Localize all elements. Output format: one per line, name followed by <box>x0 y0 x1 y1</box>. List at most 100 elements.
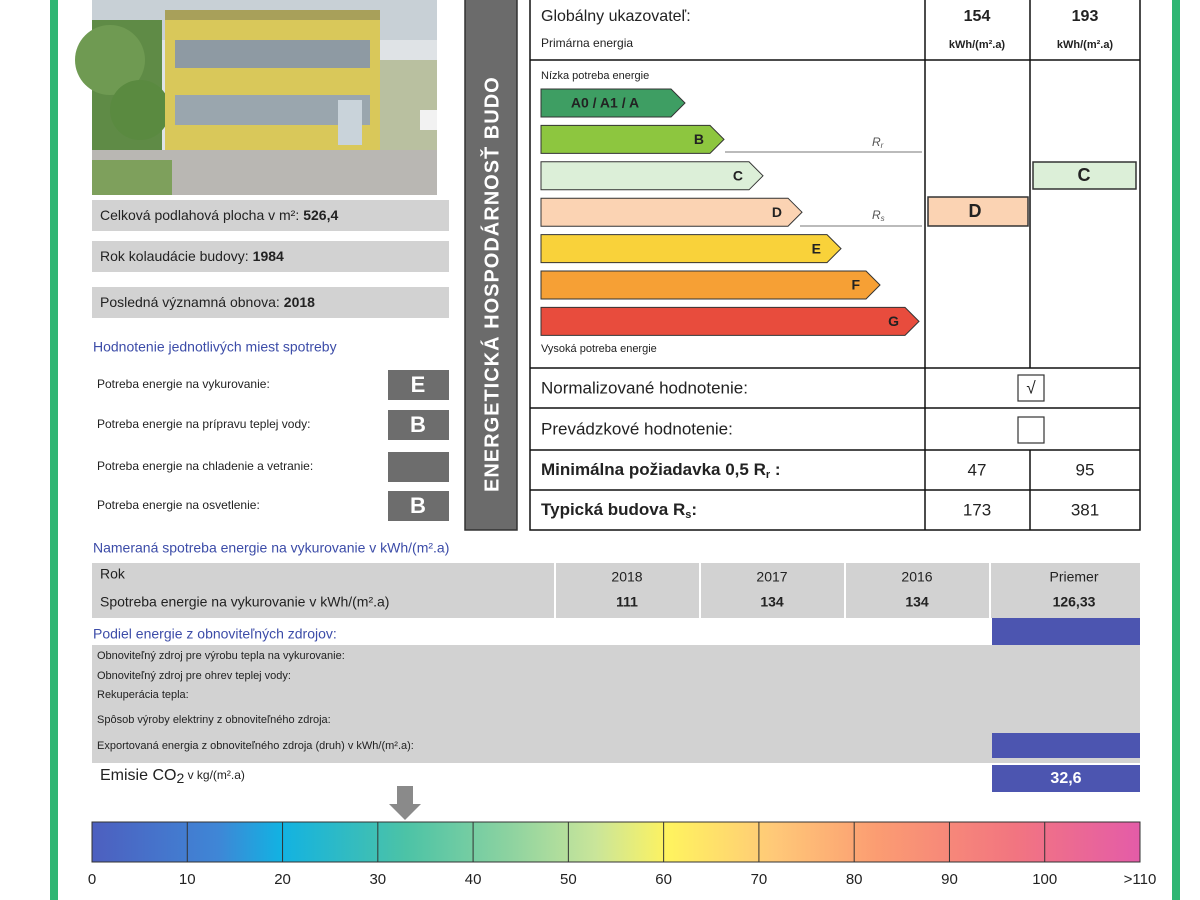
side-banner-box <box>464 0 518 531</box>
class-arrow <box>540 306 920 336</box>
renewables-item: Rekuperácia tepla: <box>97 689 189 701</box>
gauge-tick-label: >110 <box>1124 871 1157 888</box>
info-row: Posledná významná obnova: 2018 <box>100 294 315 310</box>
rating-box <box>927 196 1029 227</box>
class-label: G <box>888 313 899 329</box>
class-arrow <box>540 234 842 264</box>
rs-main: R <box>872 208 881 222</box>
side-banner: ENERGETICKÁ HOSPODÁRNOSŤ BUDO <box>479 76 503 492</box>
gauge-tick-label: 80 <box>846 871 863 888</box>
info-row: Celková podlahová plocha v m²: 526,4 <box>100 207 338 223</box>
minimum-sub: r <box>766 469 771 481</box>
rs-sub: s <box>881 214 885 223</box>
measured-row-label: Spotreba energie na vykurovanie v kWh/(m… <box>100 594 389 610</box>
info-value: 1984 <box>253 248 284 264</box>
rr-sub: r <box>881 141 884 150</box>
typical-label: Typická budova Rs: <box>541 500 697 520</box>
emissions-label: Emisie CO2 v kg/(m².a) <box>100 767 245 785</box>
renewables-item: Obnoviteľný zdroj pre ohrev teplej vody: <box>97 670 291 682</box>
emissions-main: Emisie CO <box>100 767 176 784</box>
info-label: Posledná významná obnova: <box>100 294 280 310</box>
measured-value: 126,33 <box>1053 594 1096 610</box>
emissions-value: 32,6 <box>1050 770 1081 787</box>
gauge-tick-label: 60 <box>655 871 672 888</box>
gauge-tick-label: 40 <box>465 871 482 888</box>
table-grid <box>529 0 1141 531</box>
ratings-list: Potreba energie na vykurovanie: E Potreba … <box>97 370 449 521</box>
rating-box <box>1032 161 1137 190</box>
global-sublabel: Primárna energia <box>541 36 633 50</box>
gauge-tick-label: 70 <box>751 871 768 888</box>
global-label: Globálny ukazovateľ: <box>541 8 691 25</box>
renewables-item: Obnoviteľný zdroj pre výrobu tepla na vy… <box>97 650 345 662</box>
class-label: E <box>812 240 821 256</box>
rating-class-box <box>388 370 449 400</box>
renewables-table <box>92 645 1140 763</box>
minimum-label: Minimálna požiadavka 0,5 Rr : <box>541 460 781 480</box>
gauge-tick-label: 30 <box>369 871 386 888</box>
renewables-item: Exportovaná energia z obnoviteľného zdro… <box>97 740 414 752</box>
gauge-tick-label: 50 <box>560 871 577 888</box>
class-label: D <box>772 204 782 220</box>
building-photo <box>75 0 437 195</box>
class-arrow <box>540 161 764 191</box>
check-mark: √ <box>1026 378 1036 397</box>
info-value: 526,4 <box>303 207 338 223</box>
normalized-label: Normalizované hodnotenie: <box>541 378 748 397</box>
measured-year: 2016 <box>901 569 932 585</box>
rr-label: Rr <box>872 135 884 150</box>
rating-label: Potreba energie na osvetlenie: <box>97 498 260 512</box>
measured-table <box>92 563 1140 618</box>
gauge-tick-label: 0 <box>88 871 96 888</box>
measured-year: 2018 <box>611 569 642 585</box>
minimum-value: 95 <box>1076 460 1095 479</box>
typical-sub: s <box>685 509 691 521</box>
scale-low-label: Nízka potreba energie <box>541 70 649 82</box>
measured-value: 134 <box>905 594 929 610</box>
rating-label: Potreba energie na vykurovanie: <box>97 377 270 391</box>
measured-year: 2017 <box>756 569 787 585</box>
class-arrow <box>540 270 881 300</box>
info-label: Rok kolaudácie budovy: <box>100 248 249 264</box>
minimum-value: 47 <box>968 460 987 479</box>
gauge-pointer <box>389 786 421 820</box>
checkbox <box>1017 374 1045 402</box>
rating-class-box <box>388 491 449 521</box>
class-label: F <box>851 277 860 293</box>
measured-value: 134 <box>760 594 784 610</box>
class-label: C <box>733 168 743 184</box>
rating-class: E <box>411 372 426 397</box>
class-label: A0 / A1 / A <box>571 95 639 111</box>
renewables-title: Podiel energie z obnoviteľných zdrojov: <box>93 626 337 642</box>
renewables-list: Obnoviteľný zdroj pre výrobu tepla na vy… <box>97 650 414 752</box>
rating-label: Potreba energie na prípravu teplej vody: <box>97 417 310 431</box>
gauge-tick-label: 10 <box>179 871 196 888</box>
global-value: 193 <box>1072 8 1099 25</box>
class-arrow <box>540 124 725 154</box>
gauge-tick-label: 20 <box>274 871 291 888</box>
gauge-bar <box>91 821 1141 863</box>
year-label: Rok <box>100 566 126 582</box>
info-value: 2018 <box>284 294 315 310</box>
rating-class: B <box>410 412 426 437</box>
global-unit: kWh/(m².a) <box>1057 39 1114 51</box>
emissions-sub: 2 <box>176 770 184 786</box>
info-label: Celková podlahová plocha v m²: <box>100 207 299 223</box>
rs-label: Rs <box>872 208 885 223</box>
minimum-suffix: : <box>770 460 780 479</box>
typical-main: Typická budova R <box>541 500 685 519</box>
rating-class: B <box>410 493 426 518</box>
rating-value: D <box>969 201 982 221</box>
renewables-item: Spôsob výroby elektriny z obnoviteľného … <box>97 714 331 726</box>
global-value: 154 <box>964 8 991 25</box>
info-box <box>92 287 449 318</box>
emissions-box <box>992 765 1140 792</box>
minimum-main: Minimálna požiadavka 0,5 R <box>541 460 766 479</box>
info-box <box>92 200 449 231</box>
info-box <box>92 241 449 272</box>
renewables-box <box>992 618 1140 645</box>
ratings-title: Hodnotenie jednotlivých miest spotreby <box>93 339 337 355</box>
rating-label: Potreba energie na chladenie a vetranie: <box>97 459 313 473</box>
frame-left <box>50 0 58 900</box>
